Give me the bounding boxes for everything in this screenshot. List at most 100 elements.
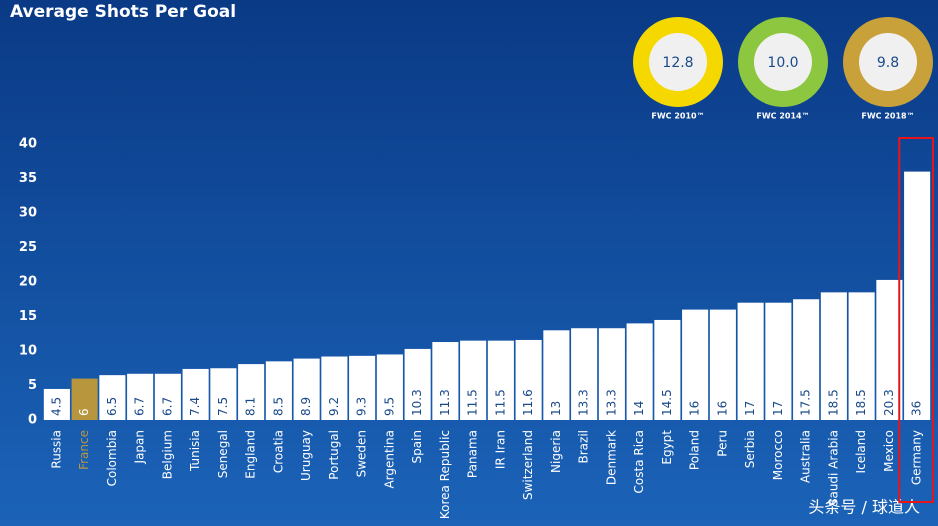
y-tick-label: 0 [28,413,37,428]
value-label: 6.7 [133,397,147,416]
value-label: 20.3 [882,389,896,416]
badge-inner [649,33,707,91]
badge-value: 12.8 [662,55,693,71]
value-label: 18.5 [854,389,868,416]
bar [127,373,154,420]
x-tick-label: Argentina [382,430,396,489]
bar [765,302,792,420]
badge-label: FWC 2014™ [756,112,809,121]
bar [376,354,403,420]
value-label: 17.5 [799,389,813,416]
x-tick-label: Portugal [327,430,341,480]
bar [793,299,820,420]
value-label: 8.5 [271,397,285,416]
x-tick-label: Panama [466,430,480,478]
x-tick-label: Costa Rica [632,430,646,493]
x-tick-label: Denmark [604,430,618,485]
bar [487,340,514,420]
bar [293,358,320,420]
bar [709,309,736,420]
x-tick-label: Spain [410,430,424,464]
bar [71,378,98,420]
value-label: 6 [77,408,91,416]
value-label: 9.5 [382,397,396,416]
bar [571,328,598,420]
x-tick-label: Uruguay [299,430,313,481]
value-label: 17 [743,401,757,416]
badge-label: FWC 2010™ [651,112,704,121]
value-label: 7.4 [188,397,202,416]
x-tick-label: Morocco [771,430,785,480]
value-label: 11.5 [493,389,507,416]
bar [154,373,181,420]
value-label: 11.6 [521,389,535,416]
y-tick-label: 25 [19,240,37,255]
watermark: 头条号 / 球道人 [808,498,920,517]
y-tick-label: 10 [19,344,37,359]
x-tick-label: Switzerland [521,430,535,500]
badge-inner [754,33,812,91]
x-tick-label: IR Iran [493,430,507,469]
bar [654,319,681,420]
x-tick-label: Saudi Arabia [826,430,840,506]
x-tick-label: Germany [910,430,924,485]
value-label: 4.5 [49,397,63,416]
x-tick-label: Egypt [660,430,674,465]
value-label: 14.5 [660,389,674,416]
value-label: 36 [910,401,924,416]
bar [321,356,348,420]
chart-title: Average Shots Per Goal [10,2,236,22]
bar [820,292,847,420]
value-label: 11.3 [438,389,452,416]
badge-value: 10.0 [767,55,798,71]
x-tick-label: Brazil [577,430,591,464]
bar [626,323,653,420]
y-tick-label: 30 [19,206,37,221]
bar [682,309,709,420]
value-label: 13 [549,401,563,416]
x-tick-label: Belgium [160,430,174,479]
x-tick-label: Senegal [216,430,230,478]
x-tick-label: Korea Republic [438,430,452,519]
value-label: 7.5 [216,397,230,416]
badge-value: 9.8 [877,55,899,71]
bar [182,368,209,420]
value-label: 18.5 [826,389,840,416]
y-tick-label: 5 [28,378,37,393]
bar [238,364,265,420]
value-label: 8.1 [244,397,258,416]
badge-inner [859,33,917,91]
value-label: 13.3 [577,389,591,416]
value-label: 6.7 [160,397,174,416]
value-label: 8.9 [299,397,313,416]
bar [349,355,376,420]
value-label: 16 [688,401,702,416]
y-tick-label: 20 [19,275,37,290]
x-tick-label: Australia [799,430,813,483]
bar [848,292,875,420]
x-tick-label: Poland [688,430,702,470]
x-tick-label: Peru [715,430,729,457]
value-label: 9.2 [327,397,341,416]
value-label: 11.5 [466,389,480,416]
x-tick-label: Croatia [271,430,285,473]
x-tick-label: Tunisia [188,430,202,472]
x-tick-label: England [244,430,258,479]
x-tick-label: Japan [133,430,147,464]
value-label: 6.5 [105,397,119,416]
value-label: 16 [715,401,729,416]
bar [904,171,931,420]
y-tick-label: 40 [19,137,37,152]
badge-label: FWC 2018™ [861,112,914,121]
x-tick-label: Nigeria [549,430,563,473]
value-label: 9.3 [355,397,369,416]
value-label: 17 [771,401,785,416]
bar [460,340,487,420]
value-label: 13.3 [604,389,618,416]
x-tick-label: Russia [49,430,63,469]
highlight-box [898,137,934,503]
bar [598,328,625,420]
value-label: 14 [632,401,646,416]
bar [404,348,431,420]
